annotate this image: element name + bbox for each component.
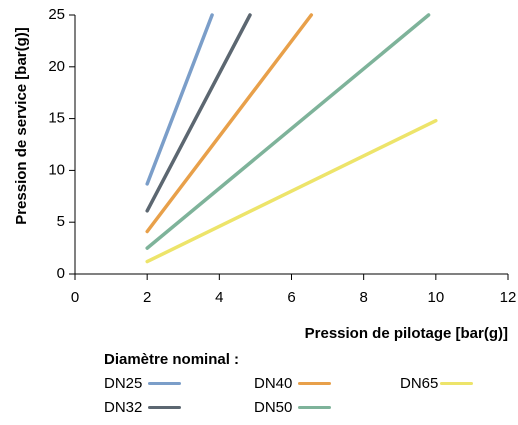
x-tick-label: 6: [287, 289, 295, 306]
legend-swatch-dn32: [148, 406, 182, 409]
x-tick-label: 12: [500, 289, 517, 306]
x-ticks: 0 2 4 6 8 10 12: [71, 274, 517, 306]
y-tick-label: 0: [57, 265, 65, 282]
legend-item-dn50: DN50: [254, 399, 332, 416]
legend-item-dn65: DN65: [400, 375, 474, 392]
y-ticks: 0 5 10 15 20 25: [48, 6, 75, 282]
x-tick-label: 4: [215, 289, 223, 306]
legend-label-dn40: DN40: [254, 375, 293, 392]
x-tick-label: 10: [427, 289, 444, 306]
legend-item-dn40: DN40: [254, 375, 332, 392]
y-tick-label: 15: [48, 110, 65, 127]
y-axis-title: Pression de service [bar(g)]: [13, 27, 30, 225]
series-line-dn50: [145, 13, 431, 250]
series-line-dn40: [145, 13, 314, 234]
legend-label-dn65: DN65: [400, 375, 439, 392]
legend-label-dn50: DN50: [254, 399, 293, 416]
legend-label-dn25: DN25: [104, 375, 143, 392]
legend-swatch-dn25: [148, 382, 182, 385]
legend-item-dn32: DN32: [104, 399, 182, 416]
x-tick-label: 0: [71, 289, 79, 306]
series-line-dn32: [145, 13, 252, 213]
y-tick-label: 20: [48, 58, 65, 75]
x-tick-label: 8: [359, 289, 367, 306]
y-tick-label: 10: [48, 161, 65, 178]
legend-label-dn32: DN32: [104, 399, 143, 416]
x-axis-title: Pression de pilotage [bar(g)]: [305, 325, 508, 342]
x-tick-label: 2: [143, 289, 151, 306]
legend-item-dn25: DN25: [104, 375, 182, 392]
series-line-dn65: [145, 118, 438, 264]
legend: Diamètre nominal : DN25 DN32 DN40 DN50 D…: [104, 351, 504, 421]
legend-swatch-dn40: [298, 382, 332, 385]
legend-title: Diamètre nominal :: [104, 351, 240, 368]
y-tick-label: 5: [57, 213, 65, 230]
series-layer: [145, 13, 438, 264]
legend-swatch-dn65: [440, 382, 474, 385]
series-line-dn25: [145, 13, 214, 186]
y-tick-label: 25: [48, 6, 65, 23]
legend-swatch-dn50: [298, 406, 332, 409]
